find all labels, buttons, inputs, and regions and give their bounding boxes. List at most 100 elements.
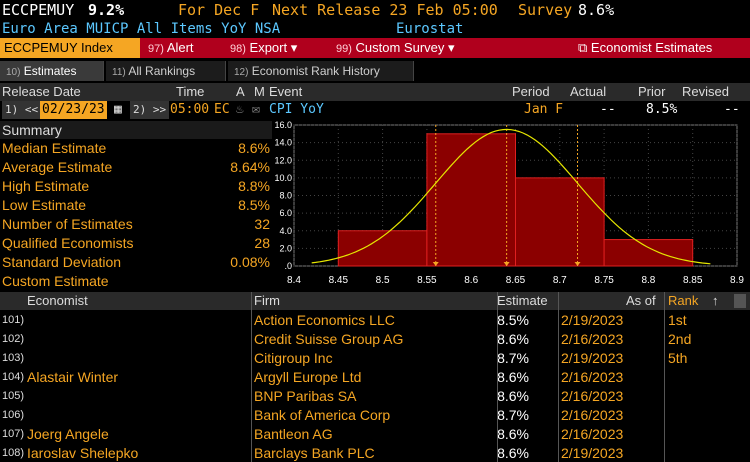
column-divider	[664, 292, 665, 462]
table-row[interactable]: 106) Bank of America Corp 8.7% 2/16/2023	[0, 406, 750, 425]
y-tick-label: 8.0	[279, 191, 292, 201]
firm-name[interactable]: Citigroup Inc	[254, 350, 333, 366]
as-of-date: 2/16/2023	[561, 426, 624, 442]
rank-value: 1st	[668, 312, 687, 328]
firm-name[interactable]: Bank of America Corp	[254, 407, 391, 423]
summary-value: 8.5%	[238, 197, 270, 213]
as-of-date: 2/19/2023	[561, 312, 624, 328]
event-name[interactable]: CPI YoY	[269, 102, 324, 117]
summary-label: Average Estimate	[2, 159, 113, 175]
col-m[interactable]: M	[254, 84, 265, 99]
y-tick-label: 12.0	[274, 155, 292, 165]
summary-label: Low Estimate	[2, 197, 87, 213]
external-link-icon: ⧉	[578, 40, 588, 55]
col-revised[interactable]: Revised	[682, 84, 729, 99]
x-tick-label: 8.85	[683, 275, 703, 286]
x-tick-label: 8.45	[329, 275, 349, 286]
custom-survey-button[interactable]: 99) Custom Survey ▾	[336, 38, 455, 58]
economist-estimates-button[interactable]: ⧉ Economist Estimates	[578, 38, 712, 58]
tab-bar: 10) Estimates 11) All Rankings 12) Econo…	[0, 61, 750, 81]
x-tick-label: 8.7	[553, 275, 567, 286]
table-row[interactable]: 104) Alastair Winter Argyll Europe Ltd 8.6%…	[0, 368, 750, 387]
estimate-value: 8.6%	[497, 331, 529, 347]
toolbar: ECCPEMUY Index 97) Alert 98) Export ▾ 99…	[0, 38, 750, 58]
estimate-distribution-chart: .0 2.0 4.0 6.0 8.0 10.0 12.0 14.0 16.0 8.4 8.45 8.5…	[274, 121, 744, 286]
table-row[interactable]: 101) Action Economics LLC 8.5% 2/19/2023 1st	[0, 311, 750, 330]
estimate-value: 8.7%	[497, 407, 529, 423]
economist-estimates-label: Economist Estimates	[590, 40, 713, 55]
calendar-icon[interactable]: ▦	[114, 102, 122, 117]
tab-economist-rank-history[interactable]: 12) Economist Rank History	[228, 61, 414, 81]
economist-name[interactable]: Alastair Winter	[27, 369, 119, 385]
tab-estimates[interactable]: 10) Estimates	[0, 61, 104, 81]
summary-title: Summary	[0, 121, 272, 139]
row-index: 103)	[2, 352, 25, 364]
next-date-button[interactable]: 2) >>	[130, 101, 170, 119]
tab-all-rankings[interactable]: 11) All Rankings	[106, 61, 226, 81]
for-period: For Dec F	[178, 1, 260, 19]
prev-date-button[interactable]: 1) <<	[2, 101, 42, 119]
alert-label: Alert	[166, 40, 194, 55]
firm-name[interactable]: BNP Paribas SA	[254, 388, 357, 404]
index-button[interactable]: ECCPEMUY Index	[0, 38, 140, 58]
col-firm[interactable]: Firm	[254, 293, 280, 308]
scrollbar-thumb[interactable]	[734, 294, 746, 308]
table-row[interactable]: 107) Joerg Angele Bantleon AG 8.6% 2/16/2023	[0, 425, 750, 444]
firm-name[interactable]: Bantleon AG	[254, 426, 333, 442]
col-a[interactable]: A	[236, 84, 245, 99]
firm-name[interactable]: Argyll Europe Ltd	[254, 369, 362, 385]
economist-name[interactable]: Joerg Angele	[27, 426, 109, 442]
summary-label: High Estimate	[2, 178, 90, 194]
economist-name[interactable]: Iaroslav Shelepko	[27, 445, 139, 461]
mail-icon[interactable]: ✉	[252, 102, 260, 117]
col-event[interactable]: Event	[269, 84, 303, 99]
alarm-icon[interactable]: ♨	[236, 102, 244, 117]
estimate-value: 8.6%	[497, 369, 529, 385]
column-divider	[558, 292, 559, 462]
x-tick-label: 8.6	[464, 275, 478, 286]
sort-arrow-icon[interactable]: ↑	[712, 293, 719, 308]
firm-name[interactable]: Action Economics LLC	[254, 312, 395, 328]
marker-arrow-0	[432, 262, 439, 266]
export-button[interactable]: 98) Export ▾	[230, 38, 297, 58]
estimate-value: 8.6%	[497, 426, 529, 442]
col-prior[interactable]: Prior	[638, 84, 666, 99]
col-time[interactable]: Time	[176, 84, 205, 99]
alert-shortcut: 97)	[148, 43, 164, 55]
summary-row: Low Estimate 8.5%	[0, 196, 272, 215]
event-actual: --	[600, 102, 616, 117]
table-row[interactable]: 105) BNP Paribas SA 8.6% 2/16/2023	[0, 387, 750, 406]
row-index: 101)	[2, 314, 25, 326]
col-as-of[interactable]: As of	[626, 293, 656, 308]
col-actual[interactable]: Actual	[570, 84, 607, 99]
alert-button[interactable]: 97) Alert	[148, 38, 194, 58]
event-revised: --	[724, 102, 740, 117]
summary-value: 8.6%	[238, 140, 270, 156]
table-row[interactable]: 108) Iaroslav Shelepko Barclays Bank PLC 8.…	[0, 444, 750, 462]
col-rank[interactable]: Rank	[668, 293, 699, 308]
tab-estimates-shortcut: 10)	[6, 67, 21, 78]
column-divider	[251, 292, 252, 462]
summary-value: 8.8%	[238, 178, 270, 194]
summary-row: Custom Estimate	[0, 272, 272, 291]
col-economist[interactable]: Economist	[27, 293, 88, 308]
ticker-symbol: ECCPEMUY	[2, 1, 75, 19]
row-index: 102)	[2, 333, 25, 345]
col-release-date[interactable]: Release Date	[2, 84, 81, 99]
summary-value: 0.08%	[230, 254, 270, 270]
table-row[interactable]: 102) Credit Suisse Group AG 8.6% 2/16/2023 2…	[0, 330, 750, 349]
summary-label: Standard Deviation	[2, 254, 122, 270]
summary-label: Custom Estimate	[2, 273, 109, 289]
x-tick-label: 8.4	[287, 275, 301, 286]
event-row[interactable]: 1) << 02/23/23 ▦ 2) >> 05:00 EC ♨ ✉ CPI …	[0, 101, 750, 119]
release-date-input[interactable]: 02/23/23	[40, 101, 107, 119]
tab-rank-history-label: Economist Rank History	[251, 64, 380, 78]
custom-survey-shortcut: 99)	[336, 43, 352, 55]
firm-name[interactable]: Barclays Bank PLC	[254, 445, 375, 461]
col-estimate[interactable]: Estimate	[497, 293, 548, 308]
table-row[interactable]: 103) Citigroup Inc 8.7% 2/19/2023 5th	[0, 349, 750, 368]
as-of-date: 2/16/2023	[561, 388, 624, 404]
col-period[interactable]: Period	[512, 84, 550, 99]
source-name: Eurostat	[396, 21, 464, 37]
firm-name[interactable]: Credit Suisse Group AG	[254, 331, 404, 347]
